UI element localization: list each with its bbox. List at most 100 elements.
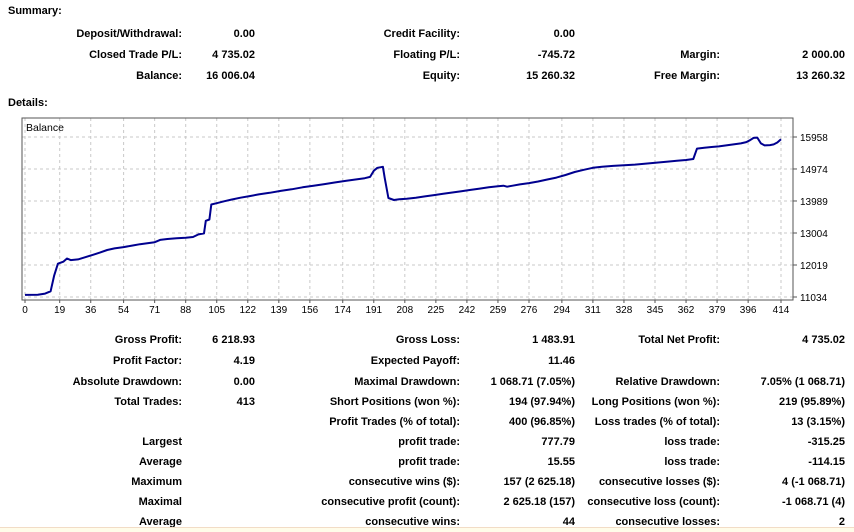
x-axis-tick-label: 225 (428, 305, 445, 316)
x-axis-tick-label: 122 (239, 305, 256, 316)
stat-value (182, 472, 255, 492)
stat-label: Absolute Drawdown: (72, 376, 182, 388)
stat-label: Largest (142, 436, 182, 448)
stat-label: Long Positions (won %): (591, 396, 720, 408)
stat-value: 777.79 (541, 436, 575, 448)
stat-value: 0.00 (233, 28, 255, 40)
stat-value: 1 483.91 (532, 334, 575, 346)
stat-value (182, 432, 255, 452)
stat-label: Loss trades (% of total): (594, 416, 720, 428)
results-table-top: Gross Profit: 6 218.93 Gross Loss: 1 483.91… (0, 330, 845, 393)
next-section-strip (0, 527, 854, 532)
x-axis-tick-label: 156 (302, 305, 319, 316)
x-axis-tick-label: 276 (521, 305, 538, 316)
x-axis-tick-label: 191 (365, 305, 382, 316)
stat-value: 13 (3.15%) (791, 416, 845, 428)
stat-value: 4.19 (233, 355, 255, 367)
stat-label (0, 412, 182, 432)
stat-label: consecutive losses: (615, 516, 720, 528)
stat-label: Floating P/L: (393, 49, 460, 61)
balance-chart: 0 19 36 54 71 88 105 122 139 156 174 191 208 225 242 25… (21, 117, 828, 316)
details-section-title: Details: (8, 97, 48, 109)
x-axis-tick-label: 139 (270, 305, 287, 316)
stat-label: consecutive losses ($): (598, 476, 720, 488)
stat-label: Closed Trade P/L: (89, 49, 182, 61)
summary-table: Deposit/Withdrawal: 0.00 Credit Facility: 0… (0, 24, 845, 87)
stat-value: 11.46 (548, 355, 575, 367)
stat-label: Deposit/Withdrawal: (76, 28, 182, 40)
stat-value: 219 (95.89%) (778, 396, 845, 408)
y-axis-tick-label: 11034 (800, 293, 828, 304)
stat-value: 2 625.18 (157) (503, 496, 575, 508)
stat-value (720, 351, 845, 372)
x-axis-tick-label: 294 (554, 305, 571, 316)
stat-label: Margin: (680, 49, 720, 61)
stat-value: -315.25 (807, 436, 845, 448)
summary-section-title: Summary: (8, 5, 62, 17)
stat-label: consecutive profit (count): (321, 496, 460, 508)
stat-value: -1 068.71 (4) (782, 496, 845, 508)
stat-value: 4 (-1 068.71) (782, 476, 845, 488)
stat-value: 1 068.71 (7.05%) (490, 376, 575, 388)
balance-line (24, 136, 782, 296)
stat-label: consecutive loss (count): (587, 496, 720, 508)
stat-value: 6 218.93 (212, 334, 255, 346)
stat-value: 157 (2 625.18) (503, 476, 575, 488)
x-axis-tick-label: 414 (773, 305, 790, 316)
x-axis-tick-label: 345 (647, 305, 664, 316)
x-axis-tick-label: 174 (334, 305, 351, 316)
x-axis-tick-label: 311 (585, 305, 601, 316)
stat-value: -114.15 (808, 456, 845, 468)
stat-label: Total Trades: (114, 396, 182, 408)
series-label: Balance (26, 122, 64, 134)
x-axis-tick-label: 208 (396, 305, 413, 316)
x-axis-tick-label: 88 (180, 305, 192, 316)
x-axis-tick-label: 259 (490, 305, 507, 316)
y-axis-tick-label: 15958 (800, 133, 828, 144)
stat-value: -745.72 (537, 49, 575, 61)
stat-label: Maximal Drawdown: (354, 376, 460, 388)
stat-label: consecutive wins: (365, 516, 460, 528)
stat-value (182, 492, 255, 512)
stat-label: profit trade: (398, 456, 460, 468)
y-axis-tick-label: 13989 (800, 197, 828, 208)
x-axis-tick-label: 0 (22, 305, 28, 316)
stat-value: 13 260.32 (796, 70, 845, 82)
stat-value: 16 006.04 (206, 70, 255, 82)
stat-label (575, 24, 720, 45)
stat-value (720, 24, 845, 45)
stat-value: 4 735.02 (212, 49, 255, 61)
stat-value: 400 (96.85%) (508, 416, 575, 428)
x-axis-tick-label: 54 (118, 305, 130, 316)
stat-label: Profit Trades (% of total): (329, 416, 460, 428)
results-table-bottom: Total Trades: 413 Short Positions (won %):… (0, 392, 845, 532)
stat-label: consecutive wins ($): (348, 476, 460, 488)
stat-label: Total Net Profit: (638, 334, 720, 346)
stat-label: Gross Loss: (395, 334, 460, 346)
stat-label: Maximum (131, 476, 182, 488)
stat-label: Maximal (138, 496, 182, 508)
stat-value (182, 452, 255, 472)
stat-label: Short Positions (won %): (329, 396, 460, 408)
x-axis-tick-label: 71 (149, 305, 161, 316)
x-axis-tick-label: 328 (616, 305, 633, 316)
stat-label: Free Margin: (653, 70, 720, 82)
x-axis-tick-label: 396 (740, 305, 757, 316)
x-axis-tick-label: 379 (709, 305, 726, 316)
stat-label: Average (138, 516, 182, 528)
stat-label: Average (138, 456, 182, 468)
x-axis-tick-label: 36 (85, 305, 97, 316)
y-axis-tick-label: 13004 (800, 229, 828, 240)
stat-value: 2 000.00 (802, 49, 845, 61)
stat-value: 15.55 (547, 456, 575, 468)
stat-label: Profit Factor: (112, 355, 182, 367)
stat-label: Expected Payoff: (370, 355, 460, 367)
stat-value: 0.00 (233, 376, 255, 388)
stat-value: 4 735.02 (802, 334, 845, 346)
stat-label: loss trade: (664, 436, 720, 448)
x-axis-tick-label: 242 (459, 305, 476, 316)
stat-label: Equity: (422, 70, 460, 82)
x-axis-tick-label: 362 (678, 305, 695, 316)
stat-label: profit trade: (398, 436, 460, 448)
stat-value: 15 260.32 (526, 70, 575, 82)
